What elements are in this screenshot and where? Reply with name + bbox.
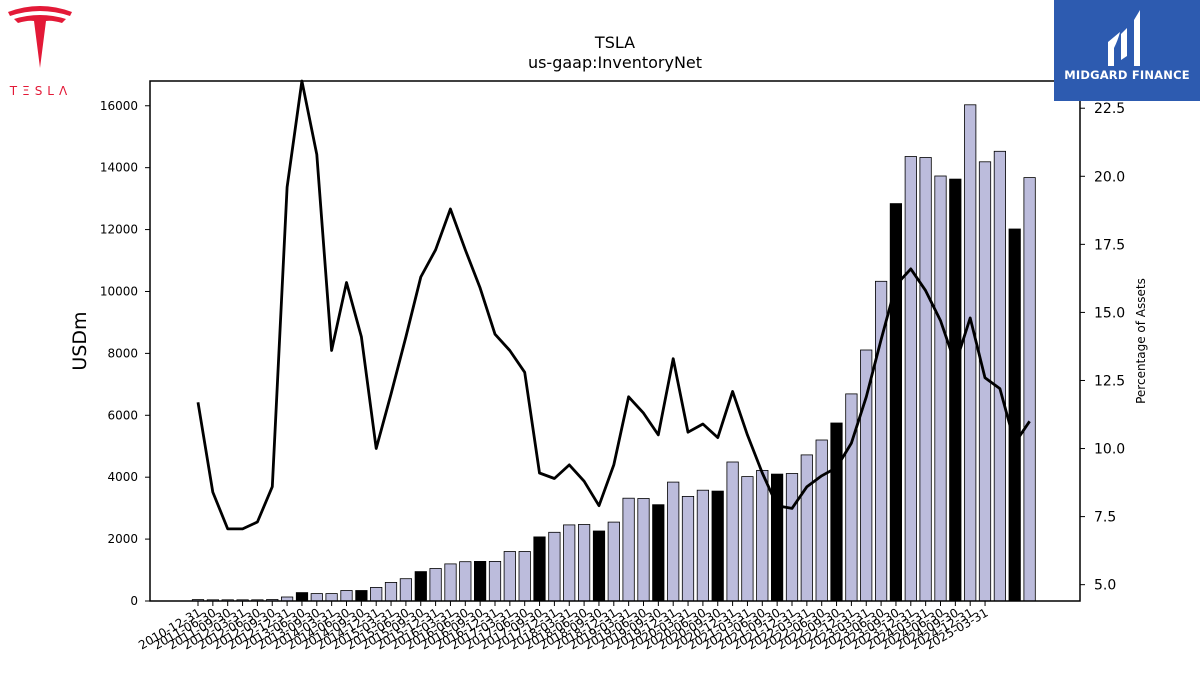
- bar: [667, 481, 680, 602]
- bar: [355, 590, 368, 602]
- tesla-logo-icon: [8, 6, 72, 68]
- y2-tick-label: 10.0: [1094, 442, 1125, 458]
- midgard-finance-text: MIDGARD FINANCE: [1064, 68, 1190, 82]
- y2-tick-label: 12.5: [1094, 373, 1125, 389]
- bar: [964, 104, 977, 602]
- bar: [310, 593, 323, 602]
- y-tick-label: 12000: [100, 223, 138, 237]
- midgard-finance-logo: MIDGARD FINANCE: [1054, 0, 1200, 101]
- y-tick-label: 14000: [100, 161, 138, 175]
- bar: [637, 498, 650, 602]
- bar: [815, 439, 828, 602]
- bar: [681, 495, 695, 602]
- tesla-wordmark: TΞSLΛ: [9, 84, 73, 98]
- bar: [652, 504, 665, 602]
- bar: [1023, 177, 1036, 602]
- chart-subtitle: us-gaap:InventoryNet: [528, 53, 702, 72]
- bar: [370, 587, 383, 602]
- bar: [800, 454, 813, 602]
- bar: [711, 490, 724, 602]
- bar: [1008, 228, 1021, 602]
- bar: [696, 489, 710, 602]
- bar: [993, 150, 1007, 602]
- y-tick-label: 16000: [100, 99, 138, 113]
- bar: [295, 592, 309, 602]
- y2-tick-label: 17.5: [1094, 237, 1125, 253]
- midgard-mark-icon: [1108, 10, 1140, 66]
- y-tick-label: 10000: [100, 284, 138, 298]
- bar: [845, 393, 858, 602]
- bar: [889, 203, 903, 602]
- y2-tick-label: 15.0: [1094, 305, 1125, 321]
- bar: [563, 524, 576, 602]
- bar: [919, 157, 932, 602]
- bar: [414, 571, 427, 602]
- y2-tick-label: 5.0: [1094, 578, 1116, 594]
- bar: [533, 536, 546, 602]
- bar: [459, 561, 472, 602]
- chart-title: TSLA: [594, 33, 635, 52]
- bar: [904, 156, 917, 602]
- y2-axis-label: Percentage of Assets: [1134, 278, 1148, 404]
- y-tick-label: 8000: [107, 346, 138, 360]
- bar: [518, 551, 531, 602]
- y-tick-label: 0: [130, 594, 138, 608]
- bar: [771, 473, 784, 602]
- bar: [429, 568, 442, 602]
- bar: [399, 578, 413, 602]
- bar: [741, 476, 754, 602]
- y2-tick-label: 20.0: [1094, 169, 1125, 185]
- bar: [548, 531, 561, 602]
- y-axis-label: USDm: [69, 311, 91, 370]
- bar: [592, 530, 606, 602]
- bar: [340, 590, 353, 602]
- bar: [860, 349, 873, 602]
- right-axis: 5.0 7.5 10.0 12.5 15.0 17.5 20.0 22.5: [1080, 101, 1125, 594]
- bar-series: [191, 104, 1036, 602]
- x-axis: 2010-12-312011-06-302011-09-302012-03-31…: [136, 601, 991, 652]
- bar: [785, 473, 799, 602]
- percentage-line: [196, 79, 1031, 531]
- bar: [488, 561, 502, 602]
- bar: [444, 563, 457, 602]
- y2-tick-label: 7.5: [1094, 510, 1116, 526]
- tesla-logo: TΞSLΛ: [0, 0, 80, 100]
- y-tick-label: 6000: [107, 408, 138, 422]
- bar: [830, 422, 843, 602]
- bar: [503, 551, 516, 602]
- bar: [949, 178, 962, 602]
- bar: [325, 593, 338, 602]
- plot-frame: [149, 80, 1081, 602]
- bar: [622, 497, 635, 602]
- left-axis: 0 2000 4000 6000 8000 10000 12000 14000 16000: [100, 99, 150, 608]
- bar: [756, 469, 769, 602]
- y-tick-label: 2000: [107, 532, 138, 546]
- y-tick-label: 4000: [107, 470, 138, 484]
- line-series: [196, 79, 1031, 531]
- y2-tick-label: 22.5: [1094, 101, 1125, 117]
- bar: [578, 524, 591, 602]
- bar: [473, 561, 487, 602]
- bar: [384, 582, 398, 602]
- bar: [934, 175, 947, 602]
- bar: [607, 521, 620, 602]
- bar: [726, 461, 739, 602]
